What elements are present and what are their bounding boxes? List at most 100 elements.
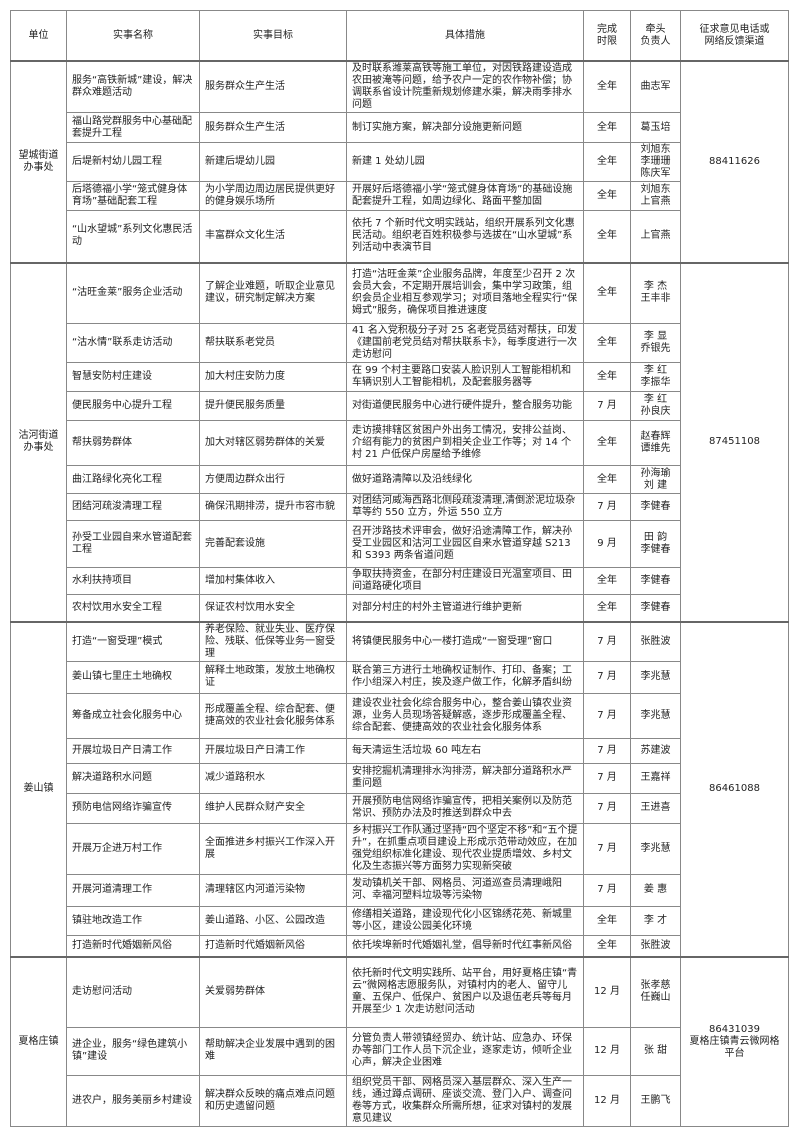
lead-person: 李 显 乔银先 <box>630 323 681 363</box>
table-row: 望城街道 办事处 服务“高铁新城”建设，解决群众难题活动 服务群众生产生活 及时联系潍… <box>10 60 789 263</box>
deadline: 全年 <box>583 112 631 143</box>
project-measures: 在 99 个村主要路口安装人脸识别人工智能相机和车辆识别人工智能相机，及配套服务… <box>346 362 584 392</box>
unit-group: 沽河街道 办事处 “沽旺金莱”服务企业活动 了解企业难题，听取企业意见建议，研究制定… <box>10 262 789 622</box>
feedback-channel: 88411626 <box>680 60 789 263</box>
lead-person: 李 红 李振华 <box>630 362 681 392</box>
project-measures: 组织党员干部、网格员深入基层群众、深入生产一线，通过蹲点调研、座谈交流、登门入户… <box>346 1074 584 1127</box>
table-row: 农村饮用水安全工程 保证农村饮用水安全 对部分村庄的村外主管道进行维护更新 全年 李健春 <box>11 594 789 622</box>
lead-person: 李健春 <box>630 493 681 521</box>
unit-cell: 望城街道 办事处 <box>10 60 67 263</box>
unit-group: 姜山镇 打造“一窗受理”模式 养老保险、就业失业、医疗保险、残联、低保等业务一窗受理… <box>10 621 789 958</box>
header-unit: 单位 <box>10 10 67 62</box>
deadline: 全年 <box>583 594 631 622</box>
table-row: 进企业，服务“绿色建筑小镇”建设 帮助解决企业发展中遇到的困难 分管负责人带领镇经贸… <box>11 1026 789 1076</box>
project-goal: 服务群众生产生活 <box>199 112 347 143</box>
deadline: 全年 <box>583 142 631 182</box>
project-goal: 开展垃圾日产日清工作 <box>199 737 347 764</box>
deadline: 7 月 <box>583 621 631 662</box>
project-goal: 为小学周边周边居民提供更好的健身娱乐场所 <box>199 181 347 211</box>
project-name: 服务“高铁新城”建设，解决群众难题活动 <box>66 60 200 113</box>
deadline: 7 月 <box>583 391 631 421</box>
livelihood-projects-table: 单位 实事名称 实事目标 具体措施 完成 时限 牵头 负责人 征求意见电话或 网… <box>10 10 789 1127</box>
project-goal: 养老保险、就业失业、医疗保险、残联、低保等业务一窗受理 <box>199 621 347 662</box>
table-row: 开展垃圾日产日清工作 开展垃圾日产日清工作 每天清运生活垃圾 60 吨左右 7 月苏建… <box>11 737 789 764</box>
project-measures: 对团结河威海西路北侧段疏浚清理,清倒淤泥垃圾杂草等约 550 立方，外运 550… <box>346 493 584 521</box>
project-goal: 全面推进乡村振兴工作深入开展 <box>199 822 347 875</box>
project-measures: 依托埃埠新时代婚姻礼堂，倡导新时代红事新风俗 <box>346 934 584 958</box>
project-goal: 加大对辖区弱势群体的关爱 <box>199 420 347 466</box>
lead-person: 张胜波 <box>630 934 681 958</box>
unit-cell: 姜山镇 <box>10 621 67 958</box>
project-name: 后堤新村幼儿园工程 <box>66 142 200 182</box>
lead-person: 孙海瑜 刘 建 <box>630 465 681 494</box>
table-row: 解决道路积水问题 减少道路积水 安排挖掘机清理排水沟排涝，解决部分道路积水严重问题 7… <box>11 762 789 794</box>
lead-person: 姜 惠 <box>630 873 681 907</box>
project-name: 农村饮用水安全工程 <box>66 594 200 622</box>
project-name: “山水望城”系列文化惠民活动 <box>66 210 200 263</box>
project-measures: 41 名入党积极分子对 25 名老党员结对帮扶，印发《建国前老党员结对帮扶联系卡… <box>346 323 584 363</box>
project-goal: 服务群众生产生活 <box>199 60 347 113</box>
project-goal: 了解企业难题，听取企业意见建议，研究制定解决方案 <box>199 262 347 324</box>
project-name: 预防电信网络诈骗宣传 <box>66 792 200 824</box>
project-measures: 将镇便民服务中心一楼打造成“一窗受理”窗口 <box>346 621 584 662</box>
deadline: 7 月 <box>583 822 631 875</box>
feedback-channel: 86461088 <box>680 621 789 958</box>
project-name: 水利扶持项目 <box>66 567 200 595</box>
deadline: 全年 <box>583 567 631 595</box>
lead-person: 李健春 <box>630 567 681 595</box>
lead-person: 李健春 <box>630 594 681 622</box>
project-measures: 开展预防电信网络诈骗宣传，把相关案例以及防范常识、预防办法及时推送到群众中去 <box>346 792 584 824</box>
table-row: 智慧安防村庄建设 加大村庄安防力度在 99 个村主要路口安装人脸识别人工智能相机和… <box>11 362 789 392</box>
deadline: 7 月 <box>583 692 631 739</box>
lead-person: 刘旭东 李珊珊 陈庆军 <box>630 142 681 182</box>
lead-person: 上官燕 <box>630 210 681 263</box>
project-name: 打造“一窗受理”模式 <box>66 621 200 662</box>
deadline: 全年 <box>583 465 631 494</box>
project-goal: 维护人民群众财产安全 <box>199 792 347 824</box>
deadline: 7 月 <box>583 873 631 907</box>
table-header-row: 单位 实事名称 实事目标 具体措施 完成 时限 牵头 负责人 征求意见电话或 网… <box>10 10 789 62</box>
project-measures: 乡村振兴工作队通过坚持“四个坚定不移”和“五个提升”，在抓重点项目建设上形成示范… <box>346 822 584 875</box>
project-name: 帮扶弱势群体 <box>66 420 200 466</box>
project-measures: 安排挖掘机清理排水沟排涝，解决部分道路积水严重问题 <box>346 762 584 794</box>
project-measures: 开展好后塔德福小学“笼式健身体育场”的基础设施配套提升工程，如周边绿化、路面平整… <box>346 181 584 211</box>
project-measures: 对街道便民服务中心进行硬件提升，整合服务功能 <box>346 391 584 421</box>
feedback-channel: 87451108 <box>680 262 789 622</box>
project-measures: 联合第三方进行土地确权证制作、打印、备案；工作小组深入村庄，挨及逐户做工作，化解… <box>346 660 584 694</box>
project-measures: 走访摸排辖区贫困户外出务工情况，安排公益岗、介绍有能力的贫困户到相关企业工作等；… <box>346 420 584 466</box>
table-row: 孙受工业园自来水管道配套工程 完善配套设施 召开涉路技术评审会，做好沿途清障工作，解… <box>11 520 789 568</box>
project-name: 进企业，服务“绿色建筑小镇”建设 <box>66 1026 200 1076</box>
lead-person: 李 才 <box>630 905 681 936</box>
table-row: 夏格庄镇 走访慰问活动 关爱弱势群体 依托新时代文明实践所、站平台，用好夏格庄镇“青云… <box>10 956 789 1127</box>
unit-group: 望城街道 办事处 服务“高铁新城”建设，解决群众难题活动 服务群众生产生活 及时联系潍… <box>10 60 789 263</box>
project-goal: 确保汛期排涝，提升市容市貌 <box>199 493 347 521</box>
project-measures: 打造“沽旺金莱”企业服务品牌，年度至少召开 2 次会员大会，不定期开展培训会，集… <box>346 262 584 324</box>
project-measures: 分管负责人带领镇经贸办、统计站、应急办、环保办等部门工作人员下沉企业，逐家走访，… <box>346 1026 584 1076</box>
project-measures: 建设农业社会化综合服务中心，整合姜山镇农业资源，业务人员现场答疑解惑，逐步形成覆… <box>346 692 584 739</box>
table-row: 曲江路绿化亮化工程 方便周边群众出行 做好道路清障以及沿线绿化 全年 孙海瑜 刘 建 <box>11 465 789 494</box>
project-measures: 争取扶持资金，在部分村庄建设日光温室项目、田间道路硬化项目 <box>346 567 584 595</box>
unit-group: 夏格庄镇 走访慰问活动 关爱弱势群体 依托新时代文明实践所、站平台，用好夏格庄镇“青云… <box>10 956 789 1127</box>
project-measures: 新建 1 处幼儿园 <box>346 142 584 182</box>
table-row: 沽河街道 办事处 “沽旺金莱”服务企业活动 了解企业难题，听取企业意见建议，研究制定… <box>10 262 789 622</box>
project-measures: 及时联系潍莱高铁等施工单位，对因铁路建设造成农田被淹等问题，给予农户一定的农作物… <box>346 60 584 113</box>
project-name: 便民服务中心提升工程 <box>66 391 200 421</box>
lead-person: 刘旭东 上官燕 <box>630 181 681 211</box>
project-measures: 发动镇机关干部、网格员、河道巡查员清理峨阳河、幸福河塑料垃圾等污染物 <box>346 873 584 907</box>
deadline: 全年 <box>583 210 631 263</box>
project-name: “沽旺金莱”服务企业活动 <box>66 262 200 324</box>
project-name: 镇驻地改造工作 <box>66 905 200 936</box>
project-goal: 帮助解决企业发展中遇到的困难 <box>199 1026 347 1076</box>
lead-person: 李 红 孙良庆 <box>630 391 681 421</box>
project-goal: 完善配套设施 <box>199 520 347 568</box>
project-goal: 打造新时代婚姻新风俗 <box>199 934 347 958</box>
lead-person: 王进喜 <box>630 792 681 824</box>
project-measures: 做好道路清障以及沿线绿化 <box>346 465 584 494</box>
project-name: 曲江路绿化亮化工程 <box>66 465 200 494</box>
lead-person: 李兆慧 <box>630 660 681 694</box>
lead-person: 田 韵 李健春 <box>630 520 681 568</box>
table-row: 预防电信网络诈骗宣传 维护人民群众财产安全 开展预防电信网络诈骗宣传，把相关案例以及… <box>11 792 789 824</box>
table-row: “山水望城”系列文化惠民活动 丰富群众文化生活 依托 7 个新时代文明实践站，组织开… <box>11 210 789 263</box>
table-row: 团结河疏浚清理工程 确保汛期排涝，提升市容市貌 对团结河威海西路北侧段疏浚清理,清倒… <box>11 493 789 521</box>
table-row: 筹备成立社会化服务中心 形成覆盖全程、综合配套、便捷高效的农业社会化服务体系 建设农… <box>11 692 789 739</box>
